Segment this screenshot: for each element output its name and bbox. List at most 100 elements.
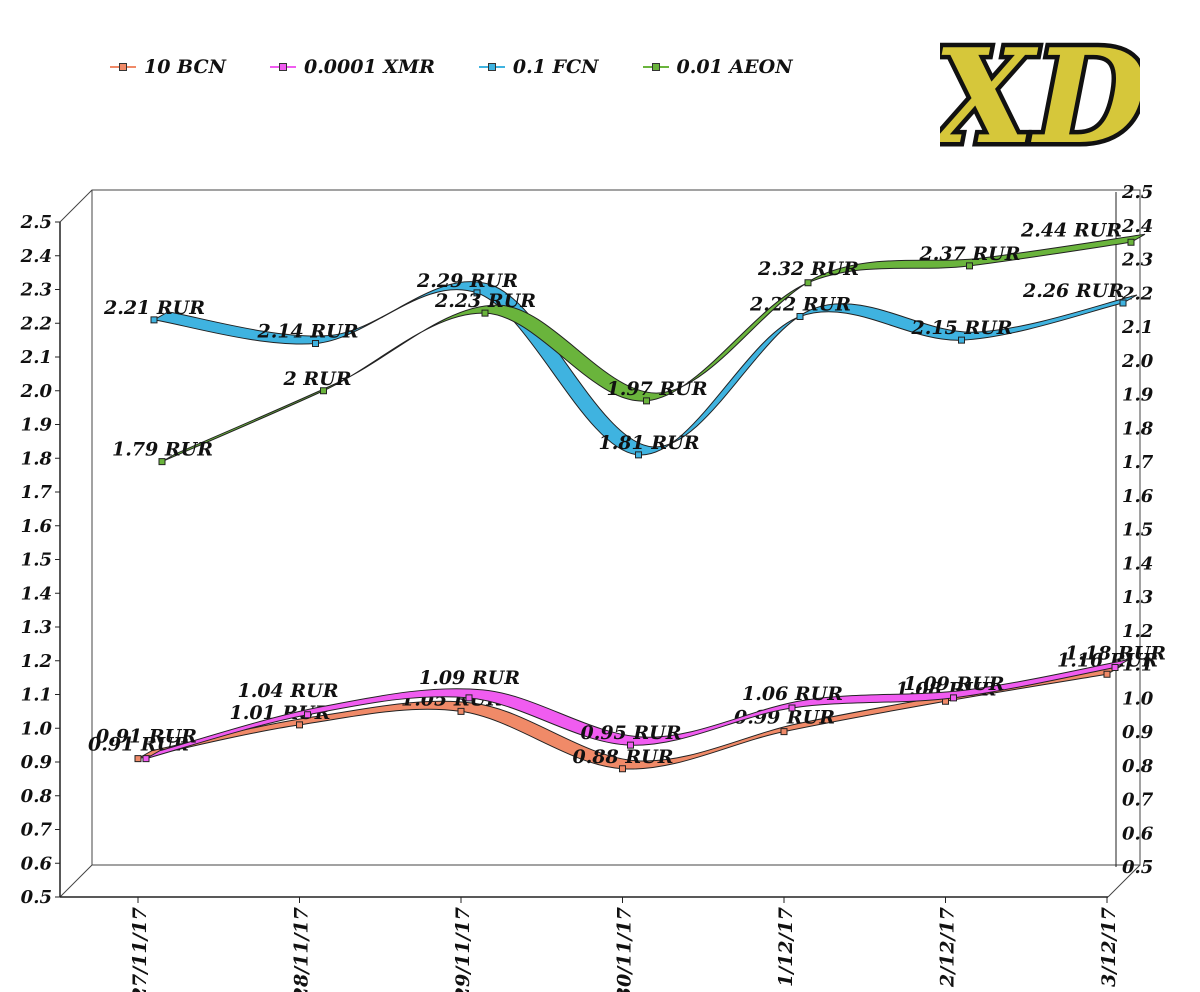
series-ribbon	[152, 281, 1138, 456]
data-label: 2.37 RUR	[919, 243, 1021, 265]
legend-label: 0.01 AEON	[676, 56, 793, 78]
legend-swatch-icon	[478, 60, 505, 74]
data-point	[312, 340, 319, 347]
y-tick-label-left: 1.7	[21, 482, 53, 503]
legend-label: 10 BCN	[144, 56, 226, 78]
y-tick-label-right: 0.6	[1122, 823, 1154, 844]
x-tick-label: 1/12/17	[775, 907, 797, 987]
y-tick-label-right: 1.7	[1122, 452, 1154, 473]
data-point	[158, 458, 166, 466]
legend-item-bcn: 10 BCN	[110, 56, 226, 78]
x-tick-label: 3/12/17	[1098, 907, 1120, 987]
data-point	[1103, 670, 1111, 678]
data-label: 2.23 RUR	[434, 290, 536, 312]
x-tick-label: 28/11/17	[291, 907, 313, 992]
y-tick-label-right: 0.5	[1122, 857, 1153, 878]
data-point	[950, 694, 957, 702]
y-tick-label-right: 1.1	[1122, 655, 1153, 676]
data-point	[1127, 238, 1135, 246]
data-label: 2.15 RUR	[911, 317, 1013, 339]
data-label: 0.91 RUR	[96, 726, 197, 748]
data-point	[780, 728, 788, 736]
data-point	[643, 397, 650, 405]
y-tick-label-left: 1.2	[21, 651, 52, 672]
y-tick-label-right: 2.5	[1121, 182, 1153, 203]
y-tick-label-right: 1.6	[1122, 486, 1154, 507]
legend-swatch-icon	[110, 60, 136, 74]
y-tick-label-right: 1.3	[1122, 587, 1153, 608]
y-tick-label-right: 1.5	[1122, 520, 1153, 541]
y-tick-label-left: 1.3	[21, 617, 52, 638]
y-tick-label-left: 1.1	[21, 685, 52, 706]
y-tick-label-right: 2.3	[1121, 250, 1153, 271]
y-tick-label-left: 0.6	[21, 853, 53, 874]
y-tick-label-left: 0.5	[21, 887, 52, 908]
legend-swatch-icon	[269, 60, 296, 74]
data-point	[804, 279, 812, 287]
x-tick-label: 30/11/17	[614, 907, 636, 992]
data-point	[142, 755, 150, 763]
data-label: 1.18 RUR	[1065, 643, 1166, 665]
data-label: 2.22 RUR	[749, 294, 851, 316]
y-tick-label-left: 1.8	[21, 448, 53, 469]
y-tick-label-left: 0.9	[21, 752, 53, 773]
y-tick-label-right: 1.8	[1122, 418, 1154, 439]
data-label: 1.06 RUR	[742, 683, 843, 705]
data-label: 1.09 RUR	[904, 673, 1005, 695]
data-point	[473, 289, 481, 297]
data-point	[958, 336, 965, 344]
y-tick-label-left: 0.7	[21, 820, 53, 841]
data-point	[320, 387, 327, 395]
y-tick-label-right: 0.9	[1122, 722, 1154, 743]
y-tick-label-left: 2.2	[20, 313, 52, 334]
y-tick-label-right: 2.0	[1121, 351, 1154, 372]
data-point	[465, 694, 473, 702]
y-tick-label-left: 2.0	[20, 381, 53, 402]
y-tick-label-left: 1.0	[21, 718, 53, 739]
data-label: 2.21 RUR	[103, 297, 205, 319]
data-point	[635, 451, 642, 459]
x-tick-label: 27/11/17	[129, 907, 151, 992]
data-point	[1111, 664, 1119, 671]
y-tick-label-left: 1.5	[21, 550, 52, 571]
data-label: 1.16 RUR	[1057, 649, 1158, 671]
series-ribbon	[161, 233, 1146, 463]
legend-item-xmr: 0.0001 XMR	[269, 56, 435, 78]
data-point	[134, 755, 142, 763]
data-label: 2 RUR	[283, 368, 352, 390]
data-point	[788, 704, 796, 712]
legend-label: 0.0001 XMR	[303, 56, 435, 78]
legend: 10 BCN 0.0001 XMR 0.1 FCN 0.01 AEON	[110, 56, 793, 78]
y-tick-label-left: 1.6	[21, 516, 53, 537]
y-tick-label-right: 0.8	[1122, 756, 1154, 777]
y-tick-label-left: 2.3	[20, 280, 52, 301]
y-tick-label-right: 1.0	[1122, 688, 1154, 709]
plot-frame	[59, 190, 1141, 898]
y-tick-label-right: 1.9	[1122, 385, 1154, 406]
legend-label: 0.1 FCN	[512, 56, 599, 78]
x-tick-label: 2/12/17	[937, 907, 959, 988]
legend-swatch-icon	[642, 60, 669, 74]
legend-item-aeon: 0.01 AEON	[642, 56, 793, 78]
data-point	[150, 316, 158, 324]
y-tick-label-right: 0.7	[1122, 790, 1154, 811]
y-tick-label-right: 2.1	[1121, 317, 1153, 338]
data-label: 2.29 RUR	[416, 270, 518, 292]
data-label: 1.97 RUR	[607, 378, 708, 400]
y-tick-label-right: 2.4	[1121, 216, 1153, 237]
y-tick-label-left: 1.9	[21, 415, 53, 436]
y-tick-label-left: 2.1	[20, 347, 52, 368]
data-label: 2.32 RUR	[757, 258, 859, 280]
x-tick-label: 29/11/17	[452, 907, 474, 992]
data-label: 2.44 RUR	[1020, 219, 1122, 241]
data-point	[1119, 299, 1127, 307]
data-point	[619, 765, 626, 773]
data-label: 0.88 RUR	[573, 746, 674, 768]
y-tick-label-right: 1.4	[1122, 553, 1153, 574]
y-tick-label-left: 2.5	[20, 212, 52, 233]
data-label: 1.81 RUR	[599, 432, 700, 454]
legend-item-fcn: 0.1 FCN	[478, 56, 599, 78]
xd-logo: XD	[922, 14, 1152, 178]
data-point	[457, 707, 465, 715]
data-point	[304, 711, 311, 719]
